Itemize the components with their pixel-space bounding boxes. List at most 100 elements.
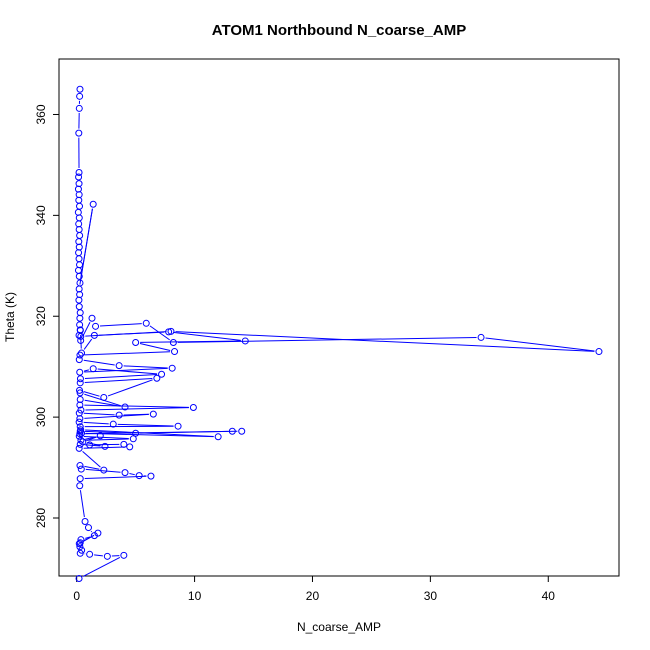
data-point — [76, 440, 84, 448]
series-segment — [83, 412, 115, 416]
y-axis: 280 300 320 340 360 — [34, 104, 60, 528]
data-point — [169, 338, 177, 346]
data-point — [238, 427, 246, 435]
data-point — [171, 348, 179, 356]
series-segment — [84, 367, 168, 373]
x-tick-label: 30 — [424, 589, 438, 603]
y-tick-label: 340 — [34, 205, 48, 225]
series-segment — [85, 536, 91, 539]
data-point — [120, 440, 128, 448]
data-point — [121, 403, 129, 411]
data-point — [76, 549, 84, 557]
data-point — [74, 208, 82, 216]
series-segment — [97, 368, 158, 375]
data-point — [115, 362, 123, 370]
data-point — [76, 92, 84, 100]
data-point — [76, 423, 84, 431]
data-point — [76, 389, 84, 397]
series-segment — [79, 490, 85, 518]
data-point — [76, 379, 84, 387]
data-point — [129, 435, 137, 443]
series-segment — [140, 340, 241, 343]
data-point — [76, 482, 84, 490]
series-segment — [82, 534, 95, 542]
series-segment — [84, 465, 100, 470]
series-segment — [129, 473, 135, 476]
series-segment — [123, 365, 168, 369]
data-point — [75, 214, 83, 222]
x-axis-label: N_coarse_AMP — [297, 620, 381, 634]
series-segment — [82, 322, 91, 337]
series-segment — [85, 436, 96, 440]
data-point — [77, 436, 85, 444]
y-axis-label: Theta (K) — [3, 292, 17, 342]
data-point — [89, 365, 97, 373]
data-point — [132, 338, 140, 346]
data-point — [75, 418, 83, 426]
data-point — [78, 349, 86, 357]
data-point — [77, 336, 85, 344]
data-point — [76, 401, 84, 409]
x-tick-label: 40 — [542, 589, 556, 603]
series-segment — [90, 530, 93, 533]
data-point — [96, 432, 104, 440]
data-point — [81, 518, 89, 526]
data-point — [126, 443, 134, 451]
series-segment — [107, 379, 153, 397]
series-segment — [83, 338, 93, 350]
data-point — [100, 393, 108, 401]
data-point — [75, 303, 83, 311]
y-tick-label: 300 — [34, 407, 48, 427]
data-point — [76, 427, 84, 435]
x-tick-label: 10 — [188, 589, 202, 603]
data-point — [158, 370, 166, 378]
series-segment — [84, 351, 171, 356]
data-point — [595, 348, 603, 356]
data-point — [76, 202, 84, 210]
data-point — [147, 472, 155, 480]
series-segment — [84, 378, 153, 384]
data-point — [174, 422, 182, 430]
data-point — [120, 551, 128, 559]
data-point — [76, 415, 84, 423]
data-point — [228, 427, 236, 435]
data-point — [76, 261, 84, 269]
data-point — [103, 552, 111, 560]
data-point — [168, 364, 176, 372]
series-segment — [83, 435, 129, 440]
data-point — [214, 433, 222, 441]
data-point — [75, 432, 83, 440]
data-point — [241, 337, 249, 345]
data-point — [84, 524, 92, 532]
data-point — [75, 255, 83, 263]
series-segment — [100, 323, 142, 327]
data-point — [153, 374, 161, 382]
y-tick-label: 320 — [34, 306, 48, 326]
data-point — [76, 375, 84, 383]
data-point — [92, 322, 100, 330]
series-segment — [84, 404, 189, 408]
data-point — [89, 200, 97, 208]
series-segment — [86, 436, 97, 441]
data-point — [76, 462, 84, 470]
data-point — [165, 328, 173, 336]
x-tick-label: 0 — [73, 589, 80, 603]
data-point — [101, 442, 109, 450]
data-point — [76, 85, 84, 93]
data-point — [75, 173, 83, 181]
data-point — [77, 465, 85, 473]
chart-title: ATOM1 Northbound N_coarse_AMP — [212, 22, 466, 39]
series-segment — [86, 432, 214, 438]
data-point — [76, 368, 84, 376]
series-segment — [84, 373, 158, 380]
data-point — [94, 529, 102, 537]
plot-frame — [58, 58, 620, 577]
data-point — [121, 469, 129, 477]
data-point — [189, 404, 197, 412]
data-point — [76, 351, 84, 359]
data-point — [76, 475, 84, 483]
series-segment — [98, 331, 165, 336]
series-segment — [85, 438, 129, 441]
data-point — [86, 550, 94, 558]
series-segment — [117, 423, 174, 427]
